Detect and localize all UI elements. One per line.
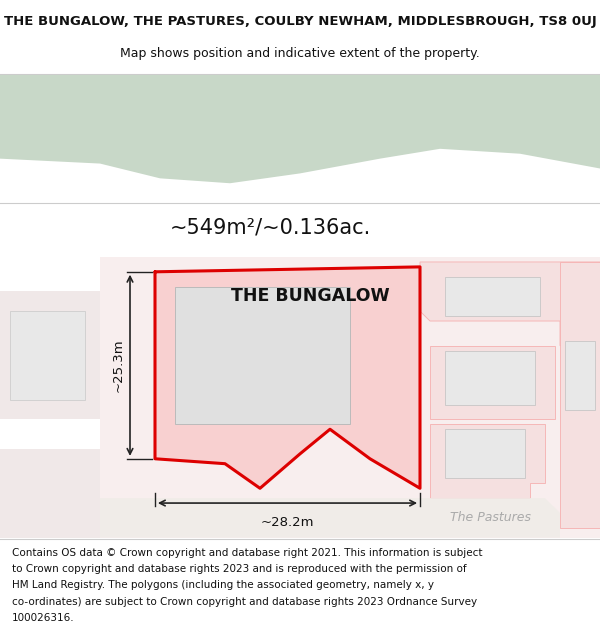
Polygon shape [0,75,600,183]
Text: co-ordinates) are subject to Crown copyright and database rights 2023 Ordnance S: co-ordinates) are subject to Crown copyr… [12,596,477,606]
Polygon shape [100,257,600,538]
Bar [565,341,595,409]
Text: ~25.3m: ~25.3m [112,339,125,392]
Polygon shape [10,311,85,400]
Text: ~28.2m: ~28.2m [260,516,314,529]
Text: 100026316.: 100026316. [12,612,74,622]
Polygon shape [420,262,600,346]
Polygon shape [100,498,560,538]
Text: HM Land Registry. The polygons (including the associated geometry, namely x, y: HM Land Registry. The polygons (includin… [12,581,434,591]
Polygon shape [430,346,555,419]
Polygon shape [0,291,100,419]
Bar [445,429,525,479]
Text: Contains OS data © Crown copyright and database right 2021. This information is : Contains OS data © Crown copyright and d… [12,548,482,558]
Polygon shape [560,262,600,528]
Bar [445,351,535,404]
Polygon shape [430,424,545,498]
Polygon shape [155,267,420,488]
Text: THE BUNGALOW, THE PASTURES, COULBY NEWHAM, MIDDLESBROUGH, TS8 0UJ: THE BUNGALOW, THE PASTURES, COULBY NEWHA… [4,14,596,28]
Bar [445,277,540,316]
Polygon shape [0,449,100,538]
Text: to Crown copyright and database rights 2023 and is reproduced with the permissio: to Crown copyright and database rights 2… [12,564,467,574]
Text: The Pastures: The Pastures [449,511,530,524]
Text: THE BUNGALOW: THE BUNGALOW [230,288,389,306]
Text: Map shows position and indicative extent of the property.: Map shows position and indicative extent… [120,48,480,61]
Bar [175,287,350,424]
Text: ~549m²/~0.136ac.: ~549m²/~0.136ac. [169,217,371,238]
